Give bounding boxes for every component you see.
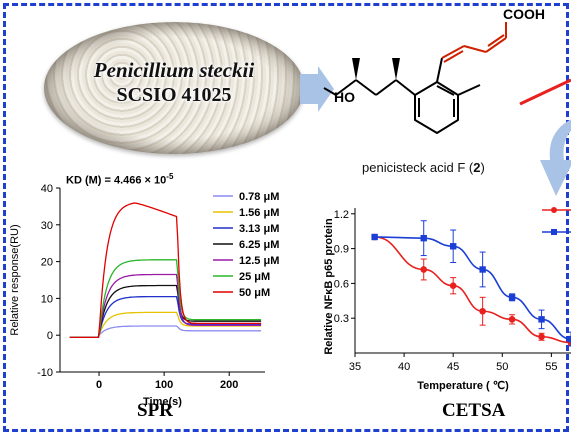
x-axis-label: Temperature ( ℃)	[417, 380, 509, 392]
y-tick-label: 20	[41, 257, 53, 269]
legend-label: 6.25 μM	[239, 239, 279, 251]
data-point	[371, 233, 378, 241]
kd-title: KD (M) = 4.466 × 10-5	[66, 172, 174, 187]
x-tick-label: 45	[447, 361, 459, 373]
y-tick-label: 1.2	[334, 209, 349, 221]
spr-series-line	[69, 259, 262, 339]
x-tick-label: 200	[220, 379, 238, 391]
legend-label: 0.78 μM	[239, 191, 279, 203]
data-point	[538, 316, 545, 323]
spr-series-line	[69, 295, 262, 339]
legend-label: 3.13 μM	[239, 223, 279, 235]
legend-marker	[551, 207, 557, 213]
data-point	[420, 234, 427, 242]
y-tick-label: 40	[41, 183, 53, 195]
spr-series-line	[69, 311, 262, 339]
species-name: Penicillium steckii	[93, 58, 255, 82]
y-tick-label: 0.3	[334, 313, 349, 325]
y-tick-label: 10	[41, 293, 53, 305]
cooh-label: COOH	[503, 6, 545, 22]
y-tick-label: 0.6	[334, 278, 349, 290]
data-point	[449, 282, 457, 290]
legend-label: 50 μM	[239, 287, 270, 299]
data-point	[538, 333, 545, 341]
chemical-structure: COOH HO	[323, 6, 571, 134]
x-tick-label: 55	[545, 361, 557, 373]
x-tick-label: 100	[155, 379, 173, 391]
data-point	[479, 307, 486, 315]
cetsa-chart: 0.3 0.6 0.9 1.2 35 40 45 50 55 Temperature ( ℃) Re…	[323, 207, 571, 392]
y-axis-label: Relative NFκB p65 protein	[323, 218, 335, 355]
arrow-right-icon	[300, 66, 334, 112]
ho-label: HO	[334, 89, 355, 105]
compound-label: penicisteck acid F (2)	[362, 160, 485, 175]
data-point	[508, 294, 516, 301]
data-point	[449, 243, 457, 250]
x-tick-label: 35	[349, 361, 361, 373]
spr-chart: -10 0 10 20 30 40 0 100 200 Time(s) Relative respo…	[9, 183, 279, 408]
data-point	[420, 266, 428, 273]
x-tick-label: 50	[496, 361, 508, 373]
spr-series-line	[69, 284, 262, 339]
spr-series-line	[69, 273, 262, 339]
y-tick-label: 30	[41, 220, 53, 232]
data-point	[508, 316, 516, 323]
legend-label: 1.56 μM	[239, 207, 279, 219]
y-axis-label: Relative response(RU)	[9, 224, 21, 335]
legend-marker	[551, 229, 557, 235]
spr-series-line	[69, 202, 262, 339]
spr-series-line	[69, 325, 262, 339]
dashed-border	[3, 3, 569, 432]
legend-label: 25 μM	[239, 271, 270, 283]
y-tick-label: -10	[37, 367, 53, 379]
legend-label: 12.5 μM	[239, 255, 279, 267]
spr-label: SPR	[137, 400, 173, 421]
x-tick-label: 40	[398, 361, 410, 373]
x-axis-label: Time(s)	[143, 396, 182, 408]
data-point	[567, 335, 571, 343]
data-point	[479, 266, 486, 273]
arrow-curved-down-icon	[540, 119, 571, 196]
y-tick-label: 0	[47, 330, 53, 342]
petri-dish-photo	[44, 22, 304, 154]
x-tick-label: 0	[96, 379, 102, 391]
y-tick-label: 0.9	[334, 244, 349, 256]
strain-name: SCSIO 41025	[116, 84, 232, 106]
cetsa-label: CETSA	[442, 400, 506, 421]
